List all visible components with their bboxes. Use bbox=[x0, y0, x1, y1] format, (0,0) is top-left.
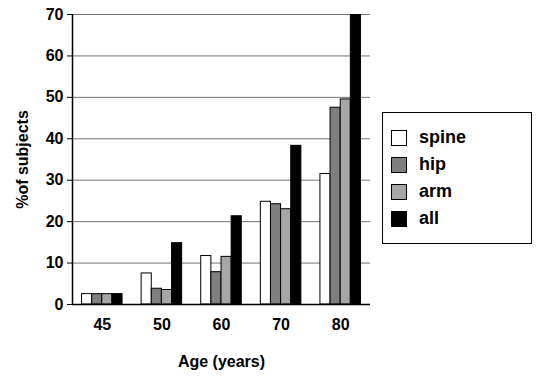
svg-text:10: 10 bbox=[46, 254, 64, 271]
svg-text:Age (years): Age (years) bbox=[178, 353, 265, 370]
svg-text:50: 50 bbox=[46, 88, 64, 105]
svg-text:%of subjects: %of subjects bbox=[14, 110, 31, 209]
svg-text:60: 60 bbox=[46, 47, 64, 64]
html-text:arm: arm bbox=[419, 181, 452, 201]
svg-text:50: 50 bbox=[153, 316, 171, 333]
svg-text:40: 40 bbox=[46, 130, 64, 147]
svg-text:70: 70 bbox=[272, 316, 290, 333]
html-text:spine: spine bbox=[419, 127, 466, 147]
svg-text:60: 60 bbox=[213, 316, 231, 333]
html-text:all: all bbox=[419, 208, 439, 228]
svg-text:80: 80 bbox=[332, 316, 350, 333]
svg-text:45: 45 bbox=[93, 316, 111, 333]
svg-text:30: 30 bbox=[46, 171, 64, 188]
svg-text:70: 70 bbox=[46, 6, 64, 23]
svg-text:20: 20 bbox=[46, 213, 64, 230]
html-text:hip: hip bbox=[419, 154, 446, 174]
svg-text:0: 0 bbox=[55, 296, 64, 313]
